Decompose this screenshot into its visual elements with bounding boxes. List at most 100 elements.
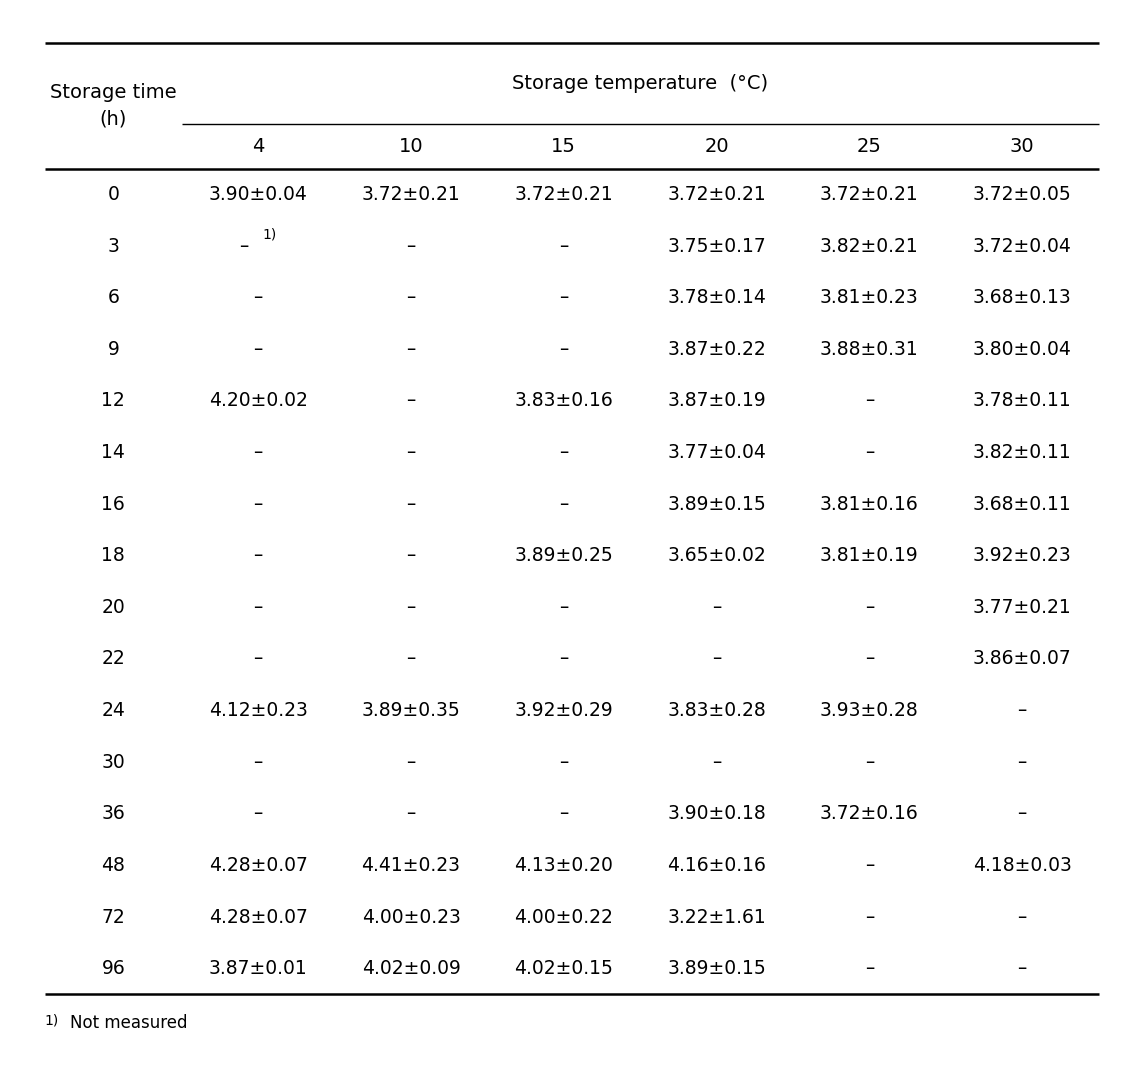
Text: 3.83±0.16: 3.83±0.16 xyxy=(515,391,613,410)
Text: –: – xyxy=(407,339,416,359)
Text: 3.72±0.21: 3.72±0.21 xyxy=(821,185,919,204)
Text: 3.87±0.22: 3.87±0.22 xyxy=(667,339,766,359)
Text: 3.89±0.15: 3.89±0.15 xyxy=(667,959,766,978)
Text: 96: 96 xyxy=(102,959,126,978)
Text: 3.87±0.01: 3.87±0.01 xyxy=(209,959,307,978)
Text: –: – xyxy=(407,495,416,513)
Text: –: – xyxy=(1018,959,1027,978)
Text: –: – xyxy=(559,598,568,616)
Text: 3.88±0.31: 3.88±0.31 xyxy=(821,339,919,359)
Text: 4.28±0.07: 4.28±0.07 xyxy=(209,856,307,875)
Text: 3.89±0.35: 3.89±0.35 xyxy=(362,701,461,720)
Text: 25: 25 xyxy=(856,136,882,156)
Text: 9: 9 xyxy=(108,339,119,359)
Text: 14: 14 xyxy=(101,442,126,462)
Text: 3.72±0.21: 3.72±0.21 xyxy=(362,185,461,204)
Text: 4.13±0.20: 4.13±0.20 xyxy=(515,856,613,875)
Text: –: – xyxy=(559,495,568,513)
Text: –: – xyxy=(1018,753,1027,772)
Text: –: – xyxy=(253,650,262,668)
Text: 3.78±0.11: 3.78±0.11 xyxy=(973,391,1072,410)
Text: –: – xyxy=(407,442,416,462)
Text: 3.80±0.04: 3.80±0.04 xyxy=(973,339,1072,359)
Text: 3.82±0.11: 3.82±0.11 xyxy=(973,442,1072,462)
Text: 3.65±0.02: 3.65±0.02 xyxy=(667,547,766,565)
Text: –: – xyxy=(1018,701,1027,720)
Text: 3.72±0.04: 3.72±0.04 xyxy=(973,236,1072,256)
Text: 3.78±0.14: 3.78±0.14 xyxy=(667,288,766,307)
Text: –: – xyxy=(253,339,262,359)
Text: –: – xyxy=(559,442,568,462)
Text: –: – xyxy=(407,288,416,307)
Text: –: – xyxy=(253,495,262,513)
Text: 4.02±0.09: 4.02±0.09 xyxy=(362,959,461,978)
Text: –: – xyxy=(407,391,416,410)
Text: 3.77±0.04: 3.77±0.04 xyxy=(667,442,766,462)
Text: 4.00±0.22: 4.00±0.22 xyxy=(515,908,613,927)
Text: –: – xyxy=(253,288,262,307)
Text: –: – xyxy=(712,753,721,772)
Text: 3.89±0.15: 3.89±0.15 xyxy=(667,495,766,513)
Text: 3.81±0.19: 3.81±0.19 xyxy=(821,547,919,565)
Text: –: – xyxy=(253,598,262,616)
Text: 3.77±0.21: 3.77±0.21 xyxy=(973,598,1072,616)
Text: 36: 36 xyxy=(102,804,126,824)
Text: –: – xyxy=(559,236,568,256)
Text: 72: 72 xyxy=(102,908,126,927)
Text: –: – xyxy=(559,753,568,772)
Text: 30: 30 xyxy=(102,753,126,772)
Text: 4.20±0.02: 4.20±0.02 xyxy=(209,391,307,410)
Text: 10: 10 xyxy=(399,136,424,156)
Text: –: – xyxy=(253,804,262,824)
Text: 3.90±0.18: 3.90±0.18 xyxy=(667,804,766,824)
Text: 12: 12 xyxy=(102,391,126,410)
Text: 1): 1) xyxy=(262,228,277,242)
Text: 15: 15 xyxy=(552,136,576,156)
Text: –: – xyxy=(1018,804,1027,824)
Text: 3.83±0.28: 3.83±0.28 xyxy=(667,701,766,720)
Text: –: – xyxy=(864,959,874,978)
Text: –: – xyxy=(407,650,416,668)
Text: –: – xyxy=(407,236,416,256)
Text: 4.16±0.16: 4.16±0.16 xyxy=(667,856,766,875)
Text: –: – xyxy=(1018,908,1027,927)
Text: 3.81±0.16: 3.81±0.16 xyxy=(821,495,919,513)
Text: 3: 3 xyxy=(108,236,119,256)
Text: Not measured: Not measured xyxy=(70,1014,187,1032)
Text: –: – xyxy=(864,650,874,668)
Text: 3.92±0.23: 3.92±0.23 xyxy=(973,547,1072,565)
Text: –: – xyxy=(239,236,248,256)
Text: 4.18±0.03: 4.18±0.03 xyxy=(973,856,1072,875)
Text: –: – xyxy=(864,391,874,410)
Text: Storage time
(h): Storage time (h) xyxy=(50,83,177,129)
Text: –: – xyxy=(864,442,874,462)
Text: 4.12±0.23: 4.12±0.23 xyxy=(209,701,307,720)
Text: 3.75±0.17: 3.75±0.17 xyxy=(667,236,766,256)
Text: –: – xyxy=(407,547,416,565)
Text: 48: 48 xyxy=(101,856,126,875)
Text: –: – xyxy=(559,804,568,824)
Text: –: – xyxy=(253,753,262,772)
Text: 0: 0 xyxy=(108,185,119,204)
Text: 3.92±0.29: 3.92±0.29 xyxy=(515,701,613,720)
Text: 3.86±0.07: 3.86±0.07 xyxy=(973,650,1072,668)
Text: –: – xyxy=(407,598,416,616)
Text: –: – xyxy=(559,339,568,359)
Text: 16: 16 xyxy=(102,495,126,513)
Text: 4.41±0.23: 4.41±0.23 xyxy=(361,856,461,875)
Text: –: – xyxy=(712,598,721,616)
Text: –: – xyxy=(864,908,874,927)
Text: –: – xyxy=(559,650,568,668)
Text: 24: 24 xyxy=(101,701,126,720)
Text: –: – xyxy=(559,288,568,307)
Text: –: – xyxy=(253,547,262,565)
Text: 6: 6 xyxy=(108,288,119,307)
Text: 30: 30 xyxy=(1010,136,1035,156)
Text: Storage temperature  (°C): Storage temperature (°C) xyxy=(512,74,768,92)
Text: 22: 22 xyxy=(102,650,126,668)
Text: 4.02±0.15: 4.02±0.15 xyxy=(515,959,613,978)
Text: 3.68±0.11: 3.68±0.11 xyxy=(973,495,1072,513)
Text: –: – xyxy=(712,650,721,668)
Text: –: – xyxy=(407,804,416,824)
Text: 3.72±0.16: 3.72±0.16 xyxy=(821,804,919,824)
